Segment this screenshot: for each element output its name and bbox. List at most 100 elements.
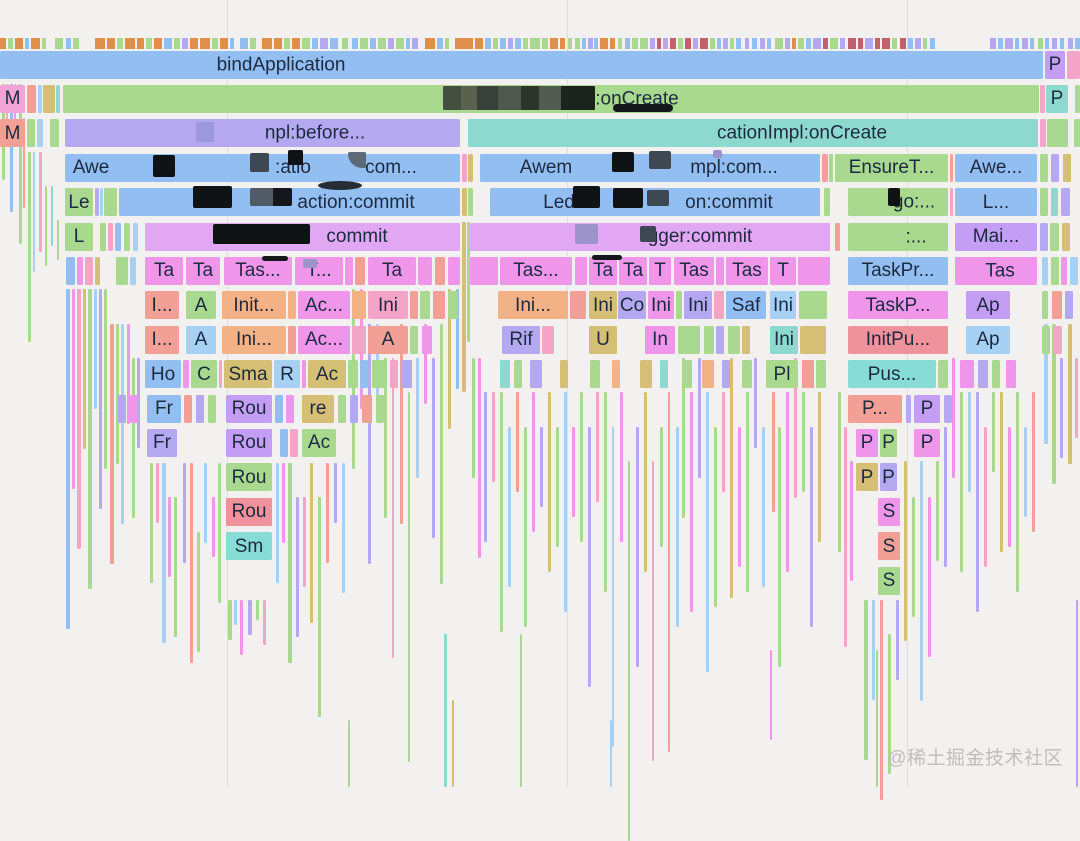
flame-frame[interactable]: Ac xyxy=(308,360,346,389)
flame-frame[interactable] xyxy=(410,291,418,320)
flame-frame[interactable]: Ta xyxy=(619,256,647,285)
flame-frame[interactable]: Rou xyxy=(226,428,272,457)
flame-frame[interactable] xyxy=(50,119,59,148)
flame-frame[interactable] xyxy=(800,325,826,354)
flame-micro-frame[interactable] xyxy=(794,358,797,498)
flame-micro-frame[interactable] xyxy=(992,392,995,472)
flame-frame[interactable] xyxy=(38,84,42,113)
flame-frame[interactable]: Rou xyxy=(226,463,272,492)
flame-micro-frame[interactable] xyxy=(127,324,130,424)
flame-frame[interactable]: Saf xyxy=(726,291,766,320)
flame-micro-frame[interactable] xyxy=(944,427,947,567)
flame-frame[interactable] xyxy=(27,119,35,148)
flame-micro-frame[interactable] xyxy=(240,600,243,655)
flame-frame[interactable] xyxy=(219,360,222,389)
flame-frame[interactable]: P... xyxy=(848,394,902,423)
flame-frame[interactable] xyxy=(290,428,298,457)
flame-micro-frame[interactable] xyxy=(912,497,915,617)
flame-frame[interactable] xyxy=(906,394,911,423)
flame-frame[interactable] xyxy=(1040,119,1046,148)
flame-micro-frame[interactable] xyxy=(190,463,193,663)
flame-frame[interactable]: re xyxy=(302,394,334,423)
flame-micro-frame[interactable] xyxy=(1068,324,1072,464)
flame-micro-frame[interactable] xyxy=(296,497,299,637)
flame-frame[interactable]: R xyxy=(274,360,300,389)
flame-frame[interactable]: P xyxy=(856,428,878,457)
flame-frame[interactable] xyxy=(514,360,522,389)
flame-micro-frame[interactable] xyxy=(408,392,410,762)
flame-micro-frame[interactable] xyxy=(754,358,757,448)
flame-micro-frame[interactable] xyxy=(282,463,285,543)
flame-micro-frame[interactable] xyxy=(218,463,221,603)
flame-frame[interactable] xyxy=(43,84,55,113)
flame-micro-frame[interactable] xyxy=(1008,427,1011,547)
flame-frame[interactable] xyxy=(742,360,752,389)
flame-micro-frame[interactable] xyxy=(516,392,519,492)
flame-frame[interactable]: EnsureT... xyxy=(835,153,948,182)
flame-frame[interactable] xyxy=(1040,188,1048,217)
flame-micro-frame[interactable] xyxy=(610,720,612,787)
flame-frame[interactable] xyxy=(1051,188,1058,217)
flame-micro-frame[interactable] xyxy=(150,463,153,583)
flame-micro-frame[interactable] xyxy=(936,461,939,561)
flame-frame[interactable]: Ini xyxy=(770,325,798,354)
flame-frame[interactable] xyxy=(433,291,445,320)
flame-micro-frame[interactable] xyxy=(738,427,741,567)
flame-micro-frame[interactable] xyxy=(1060,358,1063,458)
flame-frame[interactable]: Sm xyxy=(226,532,272,561)
flame-micro-frame[interactable] xyxy=(310,463,313,623)
flame-micro-frame[interactable] xyxy=(596,392,599,502)
flame-frame[interactable] xyxy=(372,360,386,389)
flame-micro-frame[interactable] xyxy=(888,634,891,774)
flame-micro-frame[interactable] xyxy=(39,152,42,252)
flame-frame[interactable] xyxy=(1052,291,1062,320)
flame-frame[interactable]: Ini xyxy=(770,291,796,320)
flame-micro-frame[interactable] xyxy=(1044,324,1048,444)
flame-micro-frame[interactable] xyxy=(620,392,623,542)
flame-micro-frame[interactable] xyxy=(121,324,124,524)
flame-frame[interactable] xyxy=(183,360,189,389)
flame-micro-frame[interactable] xyxy=(722,392,725,492)
flame-frame[interactable]: A xyxy=(186,291,216,320)
flame-frame[interactable] xyxy=(108,222,113,251)
flame-frame[interactable]: Rif xyxy=(502,325,540,354)
flame-micro-frame[interactable] xyxy=(690,392,693,612)
flame-frame[interactable] xyxy=(208,394,216,423)
flame-frame[interactable] xyxy=(944,394,952,423)
flame-micro-frame[interactable] xyxy=(19,84,22,244)
flame-micro-frame[interactable] xyxy=(714,427,717,607)
flame-micro-frame[interactable] xyxy=(676,427,679,627)
flame-frame[interactable] xyxy=(376,394,384,423)
flame-frame[interactable]: S xyxy=(878,532,900,561)
flame-micro-frame[interactable] xyxy=(348,720,350,787)
flame-micro-frame[interactable] xyxy=(448,289,451,429)
flame-frame[interactable] xyxy=(435,256,445,285)
flame-micro-frame[interactable] xyxy=(416,358,419,478)
flame-frame[interactable] xyxy=(1040,222,1048,251)
flame-micro-frame[interactable] xyxy=(838,392,841,552)
flame-micro-frame[interactable] xyxy=(976,392,979,612)
flame-micro-frame[interactable] xyxy=(628,461,630,841)
flame-micro-frame[interactable] xyxy=(682,358,685,518)
flame-micro-frame[interactable] xyxy=(183,463,186,563)
flame-micro-frame[interactable] xyxy=(746,392,749,592)
flame-micro-frame[interactable] xyxy=(77,289,81,549)
flame-frame[interactable]: P xyxy=(880,463,897,492)
flame-micro-frame[interactable] xyxy=(104,289,107,469)
flame-micro-frame[interactable] xyxy=(45,186,47,266)
flame-frame[interactable]: Fr xyxy=(147,394,181,423)
flame-micro-frame[interactable] xyxy=(462,222,466,392)
flame-frame[interactable] xyxy=(468,188,473,217)
flame-frame[interactable]: Tas xyxy=(726,256,768,285)
flame-micro-frame[interactable] xyxy=(318,497,321,717)
flame-frame[interactable] xyxy=(280,428,288,457)
flame-frame[interactable] xyxy=(575,256,587,285)
flame-frame[interactable] xyxy=(590,360,600,389)
flame-frame[interactable] xyxy=(345,256,353,285)
flame-frame[interactable]: Mai... xyxy=(955,222,1037,251)
flame-frame[interactable] xyxy=(348,360,358,389)
flame-frame[interactable] xyxy=(104,188,117,217)
flame-frame[interactable] xyxy=(702,360,714,389)
flame-frame[interactable]: TaskPr... xyxy=(848,256,948,285)
flame-frame[interactable] xyxy=(822,153,828,182)
